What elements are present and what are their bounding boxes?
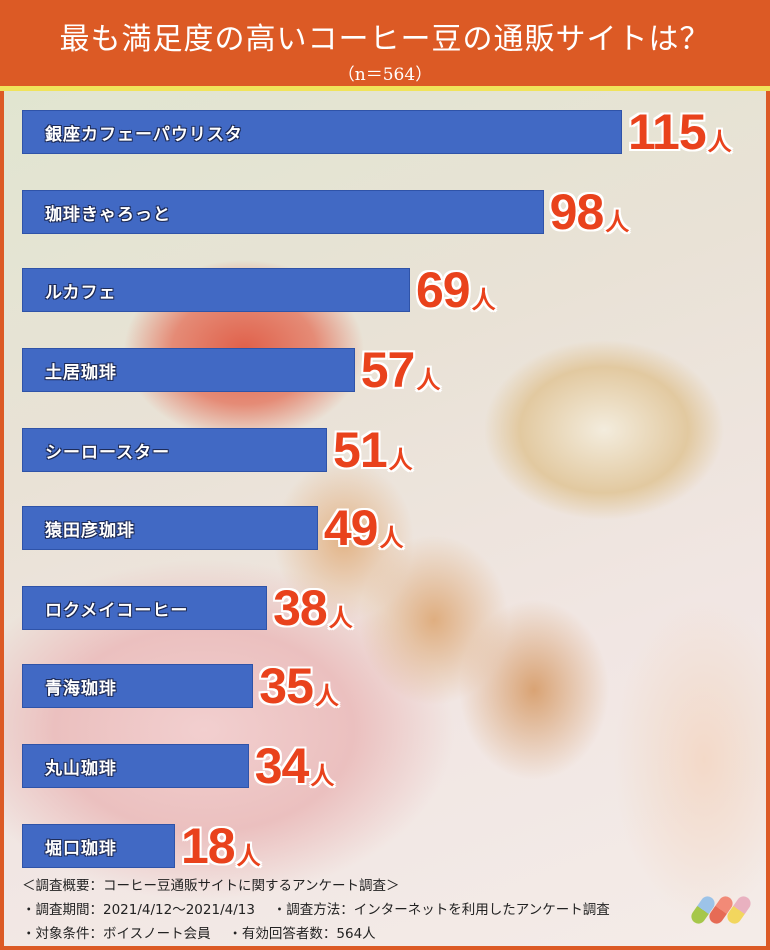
survey-target: ・対象条件：ボイスノート会員 ・有効回答者数：564人	[22, 926, 376, 942]
value-label: 51 人	[333, 422, 413, 478]
value-unit: 人	[416, 366, 440, 394]
bar-row: 銀座カフェーパウリスタ 115 人	[22, 104, 732, 160]
brand-logo	[688, 893, 754, 927]
value-label: 35 人	[259, 658, 339, 714]
bar-row: シーロースター 51 人	[22, 422, 413, 478]
bar: ルカフェ	[22, 268, 410, 312]
bar-row: 丸山珈琲 34 人	[22, 738, 335, 794]
bar-row: 青海珈琲 35 人	[22, 658, 339, 714]
bar: 堀口珈琲	[22, 824, 175, 868]
header: 最も満足度の高いコーヒー豆の通販サイトは？ （n＝564）	[0, 0, 770, 86]
value-number: 35	[259, 658, 314, 714]
bar: 銀座カフェーパウリスタ	[22, 110, 622, 154]
bar-row: ロクメイコーヒー 38 人	[22, 580, 353, 636]
bar-row: 猿田彦珈琲 49 人	[22, 500, 404, 556]
value-number: 115	[628, 104, 707, 160]
value-unit: 人	[707, 128, 732, 156]
value-label: 18 人	[180, 818, 261, 874]
survey-notes: ＜調査概要：コーヒー豆通販サイトに関するアンケート調査＞ ・調査期間：2021/…	[22, 874, 610, 946]
survey-summary: ＜調査概要：コーヒー豆通販サイトに関するアンケート調査＞	[22, 878, 400, 894]
value-label: 38 人	[273, 580, 353, 636]
bar: 珈琲きゃろっと	[22, 190, 544, 234]
sample-size: （n＝564）	[337, 65, 433, 85]
bar: シーロースター	[22, 428, 328, 472]
value-number: 69	[416, 262, 471, 318]
value-number: 38	[273, 580, 328, 636]
value-unit: 人	[314, 682, 339, 710]
value-label: 115 人	[628, 104, 732, 160]
bar: 丸山珈琲	[22, 744, 249, 788]
value-unit: 人	[379, 524, 403, 552]
value-number: 51	[333, 422, 388, 478]
value-label: 98 人	[549, 184, 630, 240]
value-unit: 人	[605, 208, 629, 236]
value-label: 49 人	[323, 500, 404, 556]
bar: 土居珈琲	[22, 348, 355, 392]
bar-row: 珈琲きゃろっと 98 人	[22, 184, 630, 240]
chart-title: 最も満足度の高いコーヒー豆の通販サイトは？	[59, 22, 711, 57]
value-label: 57 人	[360, 342, 441, 398]
accent-divider	[0, 86, 770, 91]
bar-row: 堀口珈琲 18 人	[22, 818, 261, 874]
value-unit: 人	[388, 446, 413, 474]
value-number: 49	[323, 500, 379, 556]
value-number: 98	[549, 184, 605, 240]
value-label: 69 人	[416, 262, 496, 318]
value-unit: 人	[471, 286, 496, 314]
bar: 猿田彦珈琲	[22, 506, 318, 550]
survey-period: ・調査期間：2021/4/12〜2021/4/13 ・調査方法：インターネットを…	[22, 902, 610, 918]
value-number: 18	[180, 818, 236, 874]
value-unit: 人	[236, 842, 261, 870]
bar: ロクメイコーヒー	[22, 586, 268, 630]
value-unit: 人	[328, 604, 353, 632]
value-number: 34	[254, 738, 310, 794]
bar-row: 土居珈琲 57 人	[22, 342, 441, 398]
value-number: 57	[360, 342, 416, 398]
value-label: 34 人	[254, 738, 335, 794]
bar-row: ルカフェ 69 人	[22, 262, 496, 318]
bar: 青海珈琲	[22, 664, 254, 708]
value-unit: 人	[310, 762, 334, 790]
